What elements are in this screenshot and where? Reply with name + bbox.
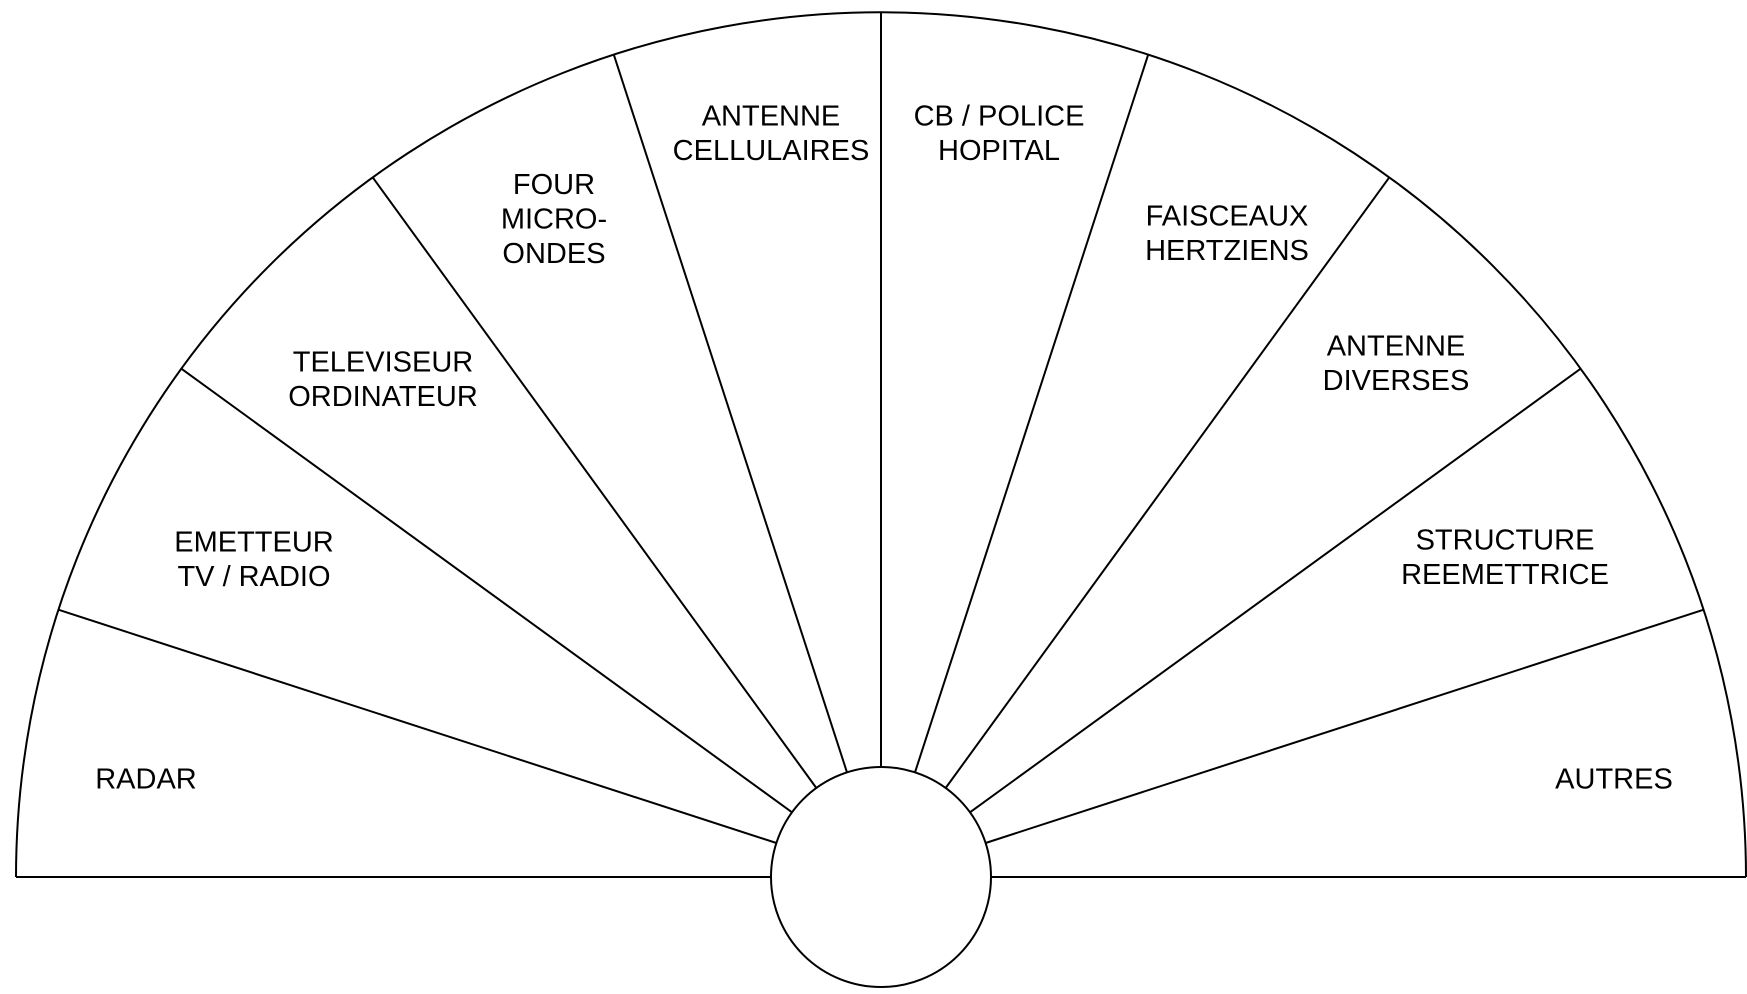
sector-label: EMETTEUR [174, 526, 334, 558]
sector-label: CB / POLICE [914, 100, 1085, 132]
sector-label: FOUR [513, 169, 595, 201]
sector-label: HOPITAL [938, 135, 1060, 167]
divider [914, 54, 1150, 773]
divider [612, 54, 848, 773]
divider [180, 367, 793, 814]
sector-label: FAISCEAUX [1146, 200, 1309, 232]
divider [985, 608, 1704, 844]
sector-label: RADAR [95, 764, 197, 796]
sector-label: ANTENNE [702, 100, 841, 132]
sector-label: AUTRES [1555, 764, 1673, 796]
divider [371, 176, 818, 789]
divider [944, 176, 1391, 789]
sector-label: HERTZIENS [1145, 235, 1309, 267]
divider [969, 367, 1582, 814]
sector-label: DIVERSES [1323, 365, 1470, 397]
sector-label: CELLULAIRES [673, 135, 870, 167]
sector-label: REEMETTRICE [1401, 559, 1609, 591]
sector-label: MICRO- [501, 204, 607, 236]
divider [58, 608, 777, 844]
sector-label: ANTENNE [1327, 330, 1466, 362]
sector-label: TELEVISEUR [293, 346, 474, 378]
sector-label: ONDES [502, 238, 605, 270]
sector-label: TV / RADIO [177, 561, 330, 593]
sector-label: ORDINATEUR [288, 381, 478, 413]
sector-label: STRUCTURE [1416, 524, 1595, 556]
center-circle [770, 766, 992, 988]
